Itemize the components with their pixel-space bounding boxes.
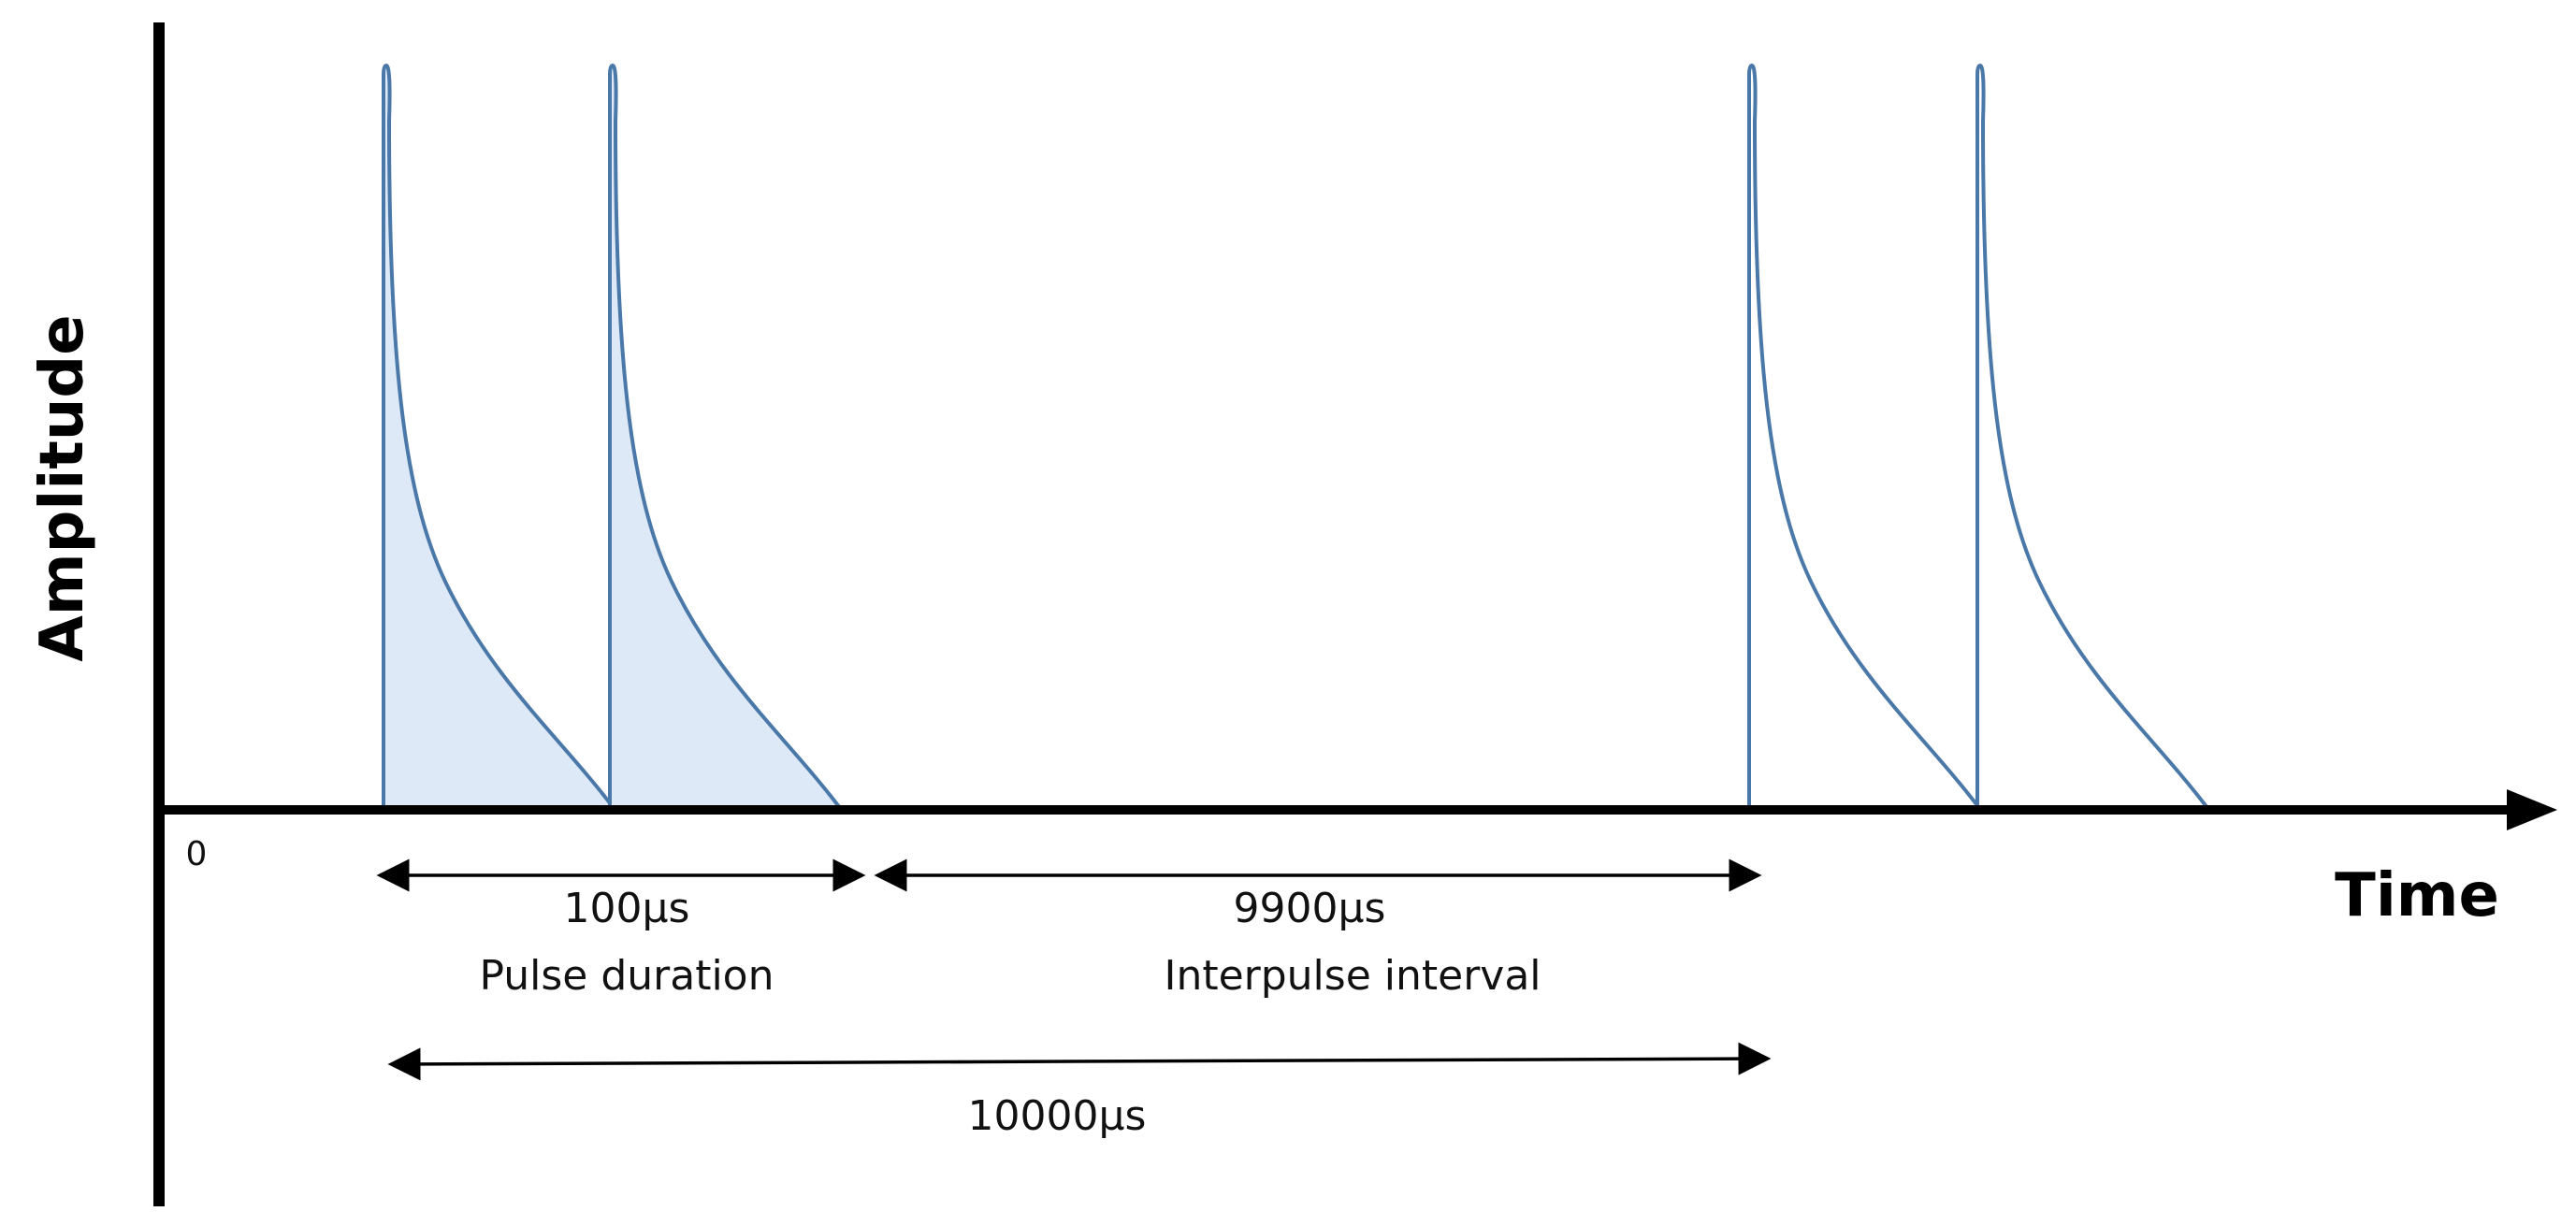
origin-label: 0 bbox=[186, 835, 208, 873]
pulse-4 bbox=[1975, 64, 2209, 810]
period-value: 10000µs bbox=[968, 1092, 1147, 1140]
period-arrow bbox=[387, 1042, 1772, 1081]
pulse-train bbox=[382, 64, 2209, 810]
x-axis-arrowhead bbox=[2507, 789, 2557, 830]
y-axis-label: Amplitude bbox=[28, 314, 97, 661]
pulse-2 bbox=[608, 64, 842, 810]
x-axis-label: Time bbox=[2335, 861, 2499, 930]
pulse-1-fill bbox=[384, 65, 614, 808]
pulse-duration-label: Pulse duration bbox=[479, 952, 774, 1000]
interpulse-interval-label: Interpulse interval bbox=[1164, 952, 1541, 1000]
interpulse-interval-value: 9900µs bbox=[1234, 885, 1386, 932]
pulse-3 bbox=[1747, 64, 1981, 810]
pulse-duration-value: 100µs bbox=[564, 885, 690, 932]
pulse-2-fill bbox=[610, 65, 840, 808]
pulse-1 bbox=[382, 64, 615, 810]
